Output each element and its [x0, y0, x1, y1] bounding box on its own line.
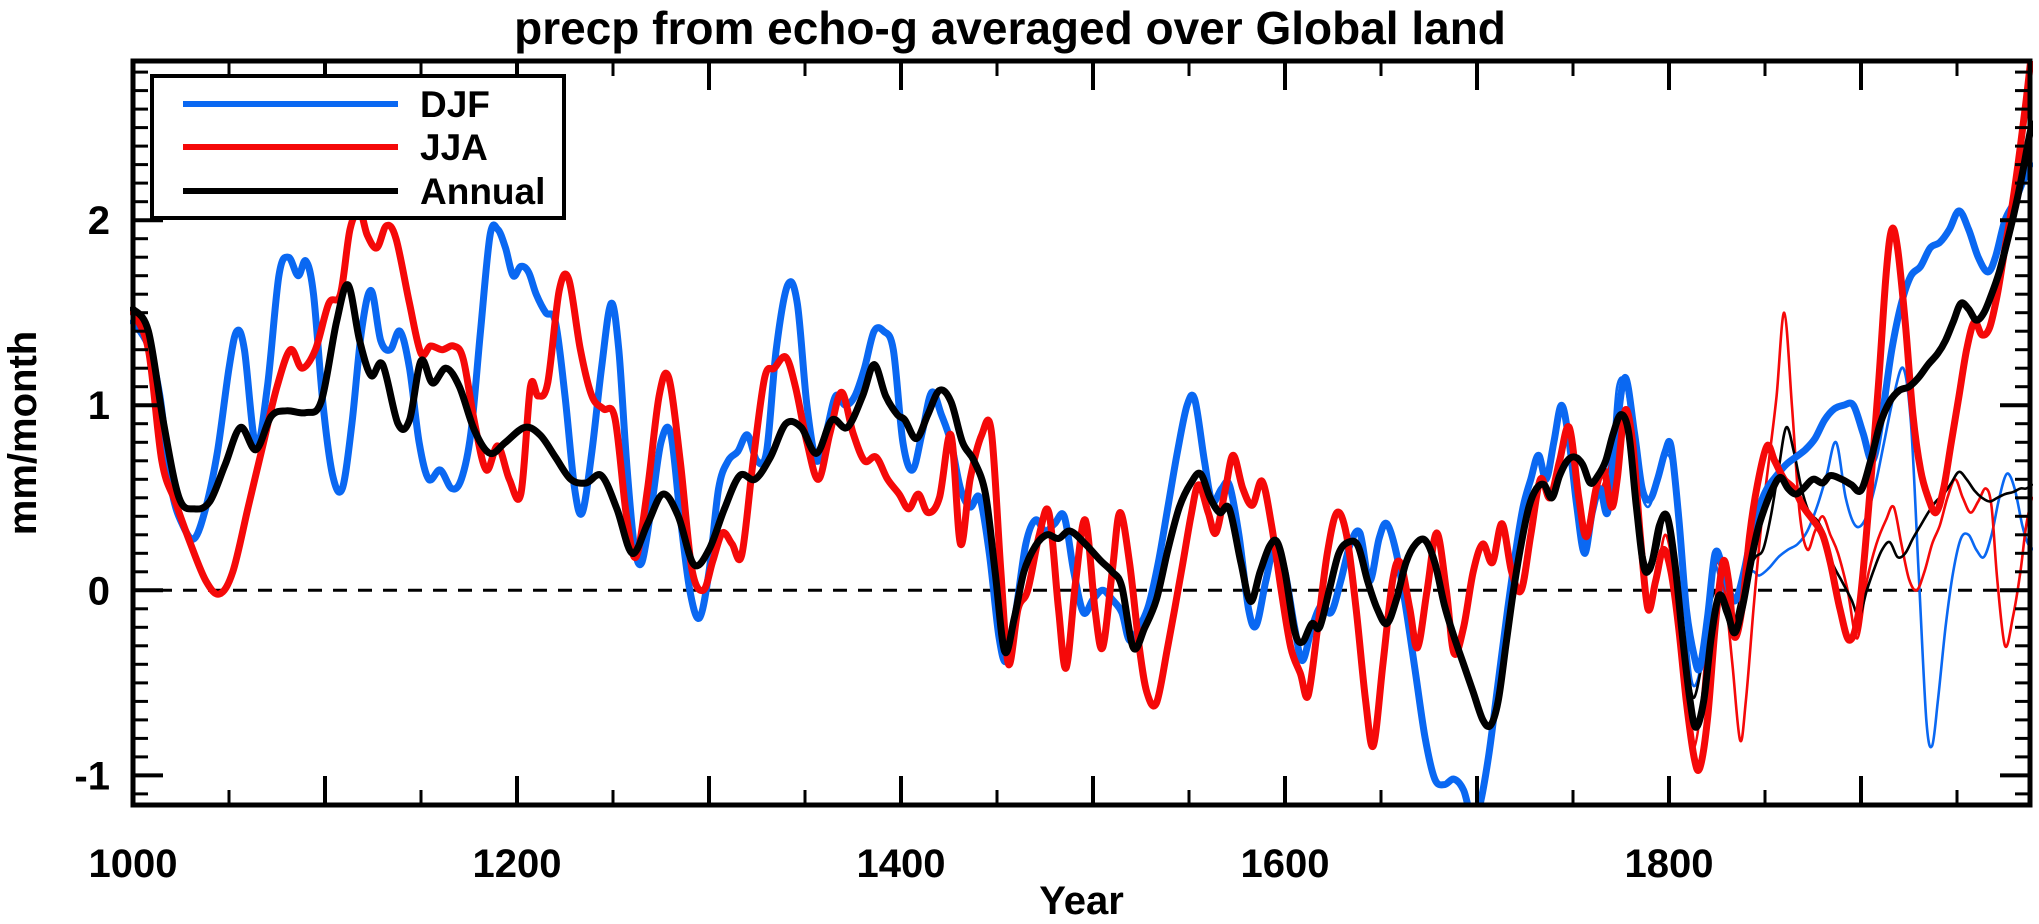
y-tick-label-1: 1 — [88, 384, 110, 428]
y-tick-label-0: 0 — [88, 569, 110, 613]
x-tick-label-1400: 1400 — [857, 842, 946, 886]
axis-ticks — [131, 63, 2028, 803]
legend-label-djf: DJF — [420, 84, 490, 125]
chart-title: precp from echo-g averaged over Global l… — [514, 2, 1506, 54]
x-tick-label-1200: 1200 — [473, 842, 562, 886]
x-tick-label-1600: 1600 — [1241, 842, 1330, 886]
series-annual-line — [130, 120, 2033, 731]
y-axis-label: mm/month — [1, 331, 45, 535]
x-axis-label: Year — [1039, 879, 1124, 923]
y-tick-label-2: 2 — [88, 199, 110, 243]
plot-frame — [130, 58, 2033, 808]
series-jja-line — [130, 61, 2033, 774]
series-layer — [130, 61, 2033, 805]
x-tick-label-1800: 1800 — [1625, 842, 1714, 886]
legend-label-annual: Annual — [420, 171, 545, 212]
legend-label-jja: JJA — [420, 127, 488, 168]
x-tick-label-1000: 1000 — [89, 842, 178, 886]
y-tick-label-minus1: -1 — [74, 754, 110, 798]
